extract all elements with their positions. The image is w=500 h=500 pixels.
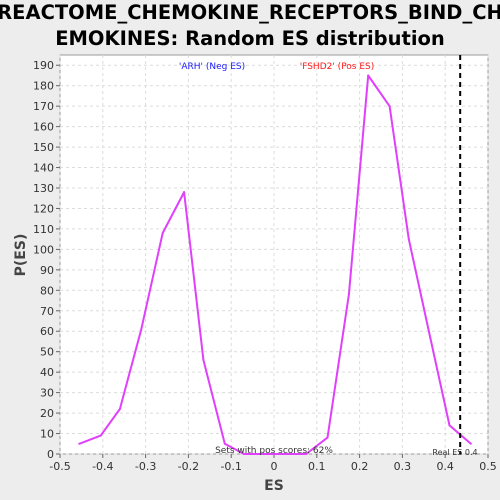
data-point (305, 453, 308, 455)
data-point (202, 358, 205, 361)
x-tick-label: 0.4 (436, 460, 454, 473)
data-point (223, 442, 226, 445)
data-point (243, 453, 246, 455)
data-point (118, 407, 121, 410)
data-point (183, 191, 186, 194)
x-tick-label: 0.5 (479, 460, 497, 473)
y-tick-label: 190 (33, 59, 54, 72)
y-tick-label: 80 (40, 284, 54, 297)
chart-title-line-1: REACTOME_CHEMOKINE_RECEPTORS_BIND_CH (0, 1, 500, 24)
data-point (140, 328, 143, 331)
data-point (264, 453, 267, 455)
y-tick-label: 150 (33, 141, 54, 154)
data-point (407, 238, 410, 241)
grid-lines (59, 55, 489, 455)
data-point (78, 442, 81, 445)
y-tick-label: 40 (40, 366, 54, 379)
x-tick-label: -0.1 (220, 460, 241, 473)
series-layer (78, 74, 472, 455)
y-tick-label: 180 (33, 80, 54, 93)
x-tick-label: -0.4 (92, 460, 113, 473)
y-tick-label: 60 (40, 325, 54, 338)
y-axis-label: P(ES) (13, 234, 29, 277)
real-es-label: Real ES 0.4 (432, 448, 477, 457)
y-tick-label: 50 (40, 346, 54, 359)
data-point (469, 442, 472, 445)
data-point (99, 434, 102, 437)
x-axis-label: ES (264, 478, 284, 494)
data-point (283, 453, 286, 455)
y-tick-label: 70 (40, 305, 54, 318)
annotation-pos-es: 'FSHD2' (Pos ES) (300, 62, 375, 72)
x-tick-label: 0.2 (351, 460, 369, 473)
y-tick-label: 120 (33, 202, 54, 215)
y-tick-label: 10 (40, 428, 54, 441)
data-point (388, 105, 391, 108)
y-tick-label: 100 (33, 243, 54, 256)
y-tick-label: 160 (33, 121, 54, 134)
y-tick-label: 140 (33, 162, 54, 175)
y-tick-label: 0 (47, 448, 54, 461)
y-tick-label: 110 (33, 223, 54, 236)
y-tick-label: 170 (33, 100, 54, 113)
axes: 0 10 20 30 40 50 60 70 80 90 100 110 120 130 140 150 160… (33, 59, 497, 473)
chart-title-line-2: EMOKINES: Random ES distribution (55, 27, 445, 50)
x-tick-label: -0.3 (135, 460, 156, 473)
y-tick-label: 90 (40, 264, 54, 277)
series-line-0 (78, 74, 472, 455)
x-tick-label: 0.1 (308, 460, 326, 473)
y-tick-label: 130 (33, 182, 54, 195)
x-tick-label: -0.5 (49, 460, 70, 473)
y-tick-label: 30 (40, 387, 54, 400)
data-point (326, 436, 329, 439)
x-tick-label: 0 (271, 460, 278, 473)
data-point (429, 336, 432, 339)
annotation-pos-scores: Sets with pos scores: 62% (215, 446, 333, 456)
annotation-neg-es: 'ARH' (Neg ES) (179, 62, 245, 72)
data-point (161, 232, 164, 235)
x-tick-label: -0.2 (178, 460, 199, 473)
y-tick-label: 20 (40, 407, 54, 420)
data-point (448, 424, 451, 427)
data-point (347, 293, 350, 296)
data-point (367, 74, 370, 77)
x-tick-label: 0.3 (394, 460, 412, 473)
